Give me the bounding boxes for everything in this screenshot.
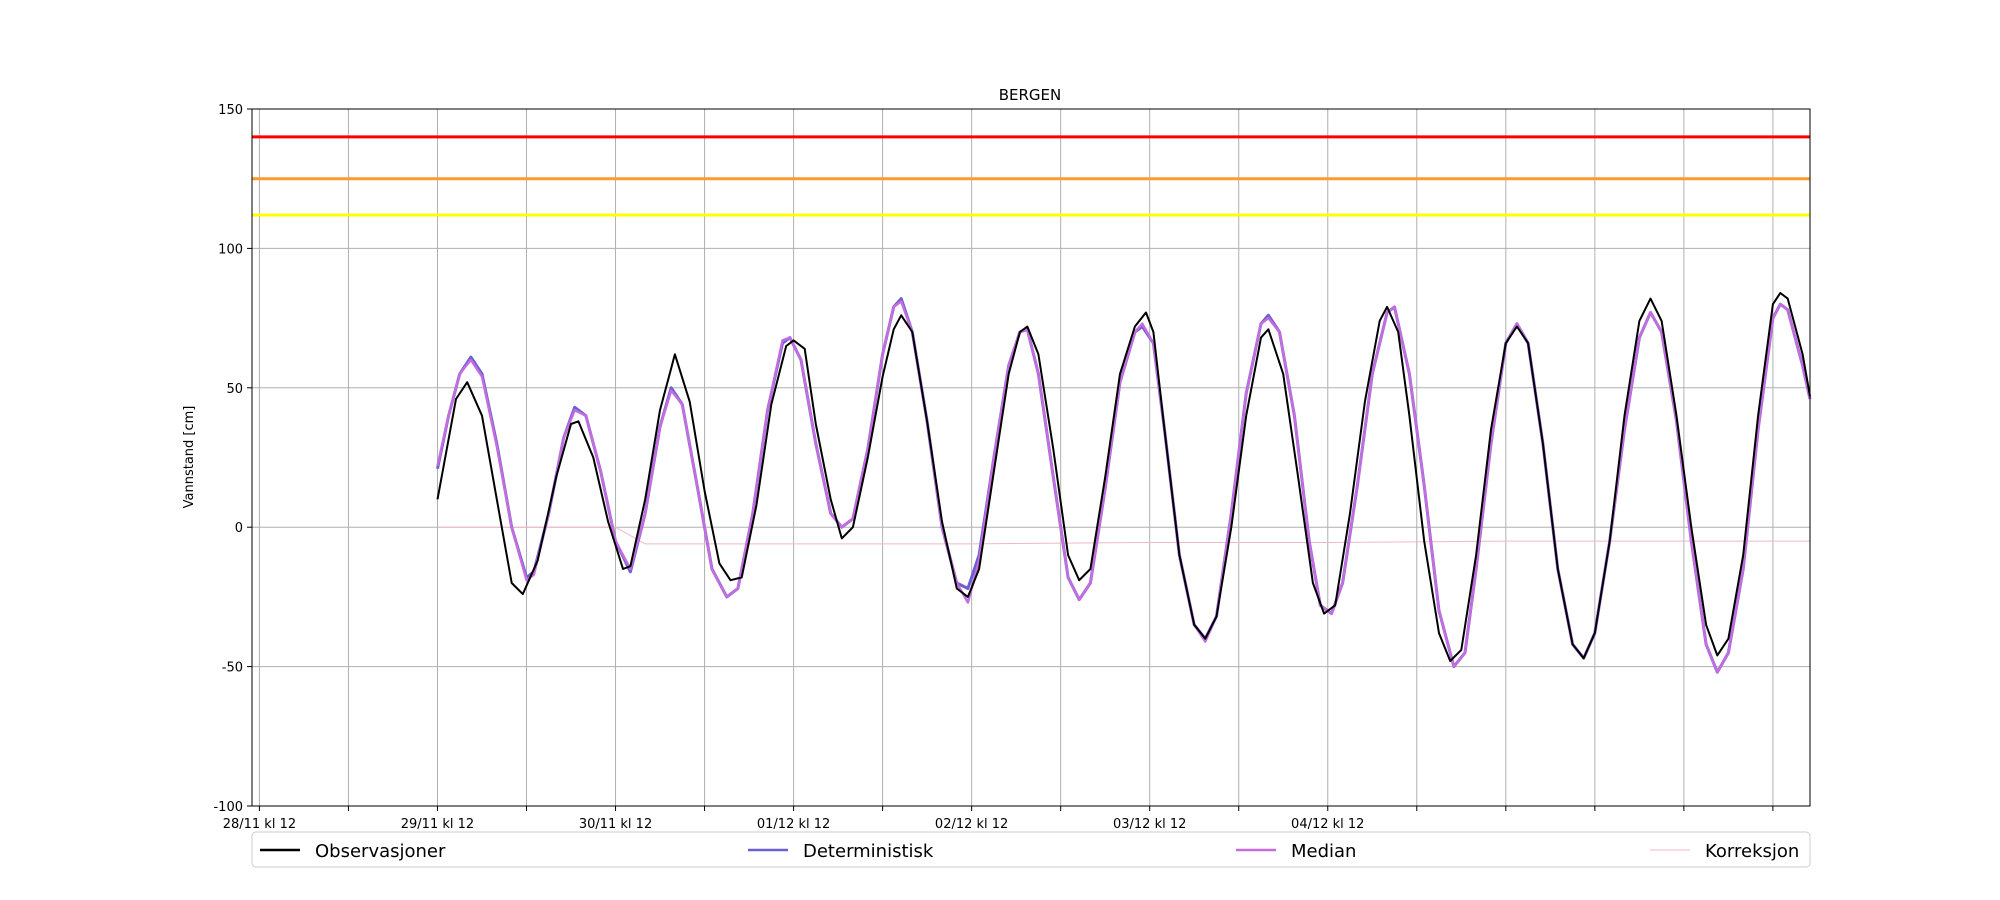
- legend-label: Observasjoner: [315, 841, 446, 862]
- y-tick-label: 50: [226, 382, 243, 397]
- x-axis-ticks: 28/11 kl 12 29/11 kl 12 30/11 kl 12 01/12 k…: [223, 806, 1774, 832]
- x-tick-label: 28/11 kl 12: [223, 817, 296, 832]
- x-tick-label: 29/11 kl 12: [401, 817, 474, 832]
- legend-label: Deterministisk: [803, 841, 934, 862]
- legend: Observasjoner Deterministisk Median Korreks…: [251, 831, 1811, 868]
- y-tick-label: 100: [218, 242, 243, 257]
- data-series: [436, 292, 1812, 674]
- legend-label: Median: [1291, 841, 1356, 862]
- chart-title: BERGEN: [999, 86, 1062, 104]
- legend-label: Korreksjon: [1705, 841, 1799, 862]
- plot-frame: [251, 108, 1811, 807]
- series-line-median: [436, 300, 1812, 674]
- legend-box: [251, 831, 1811, 868]
- x-tick-label: 03/12 kl 12: [1113, 817, 1186, 832]
- y-tick-label: -100: [213, 800, 243, 815]
- series-line-deterministisk: [436, 297, 1812, 674]
- y-axis-ticks: -100 -50 0 50 100 150: [213, 103, 252, 815]
- y-tick-label: 150: [218, 103, 243, 118]
- x-tick-label: 01/12 kl 12: [757, 817, 830, 832]
- series-line-observasjoner: [436, 292, 1811, 662]
- threshold-lines: [252, 135, 1810, 217]
- x-tick-label: 30/11 kl 12: [579, 817, 652, 832]
- y-tick-label: 0: [235, 521, 243, 536]
- y-tick-label: -50: [222, 661, 243, 676]
- x-tick-label: 02/12 kl 12: [935, 817, 1008, 832]
- series-line-korreksjon: [437, 526, 1810, 545]
- y-axis-label: Vannstand [cm]: [182, 406, 197, 509]
- x-tick-label: 04/12 kl 12: [1291, 817, 1364, 832]
